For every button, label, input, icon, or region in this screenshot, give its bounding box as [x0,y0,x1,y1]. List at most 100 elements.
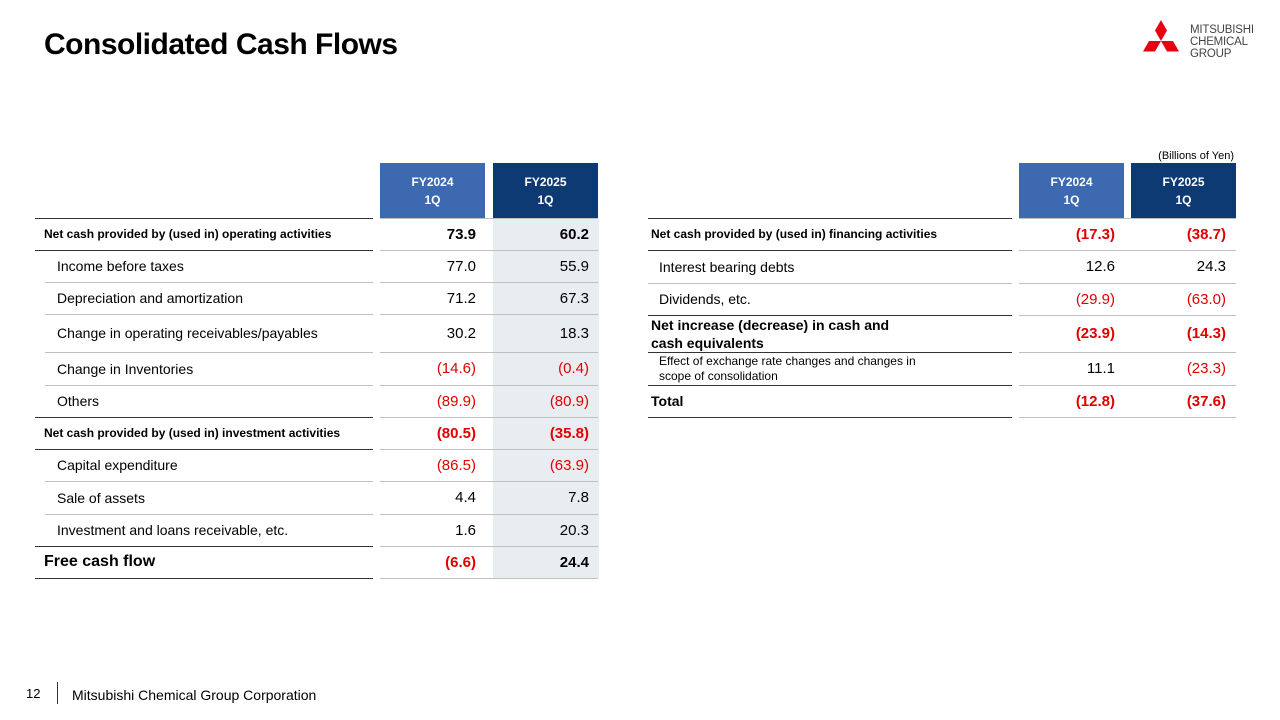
value-fy2025: (80.9) [493,385,599,417]
value-fy2025: (14.3) [1186,325,1226,342]
value-fy2025: 7.8 [493,481,599,514]
table-row: Investment and loans receivable, etc. 1.… [35,514,599,546]
table-row: Free cash flow (6.6) 24.4 [35,546,599,578]
row-label: Others [57,393,100,409]
value-fy2024: (29.9) [1075,290,1115,308]
value-fy2024: (80.5) [436,424,476,442]
value-fy2025: 60.2 [493,218,599,250]
table-row: Sale of assets 4.4 7.8 [35,481,599,514]
row-divider [380,352,598,353]
row-divider [45,385,373,386]
table-row: Change in operating receivables/payables… [35,314,599,352]
row-label: Dividends, etc. [659,291,751,307]
company-logo: MITSUBISHI CHEMICAL GROUP [1138,20,1258,64]
table-row: Net cash provided by (used in) investmen… [35,417,599,449]
value-fy2024: 73.9 [446,225,476,243]
row-divider [35,449,373,450]
row-divider [380,546,598,547]
row-divider [380,282,598,283]
row-divider [380,218,598,219]
table-row: Capital expenditure (86.5) (63.9) [35,449,599,481]
row-divider [1019,283,1236,284]
table-row: Net increase (decrease) in cash and cash… [648,315,1236,352]
row-label: Net cash provided by (used in) operating… [44,227,332,241]
value-fy2025: 20.3 [493,514,599,546]
row-label: Income before taxes [57,258,184,274]
row-divider [35,417,373,418]
row-divider [380,481,598,482]
row-divider [648,283,1012,284]
row-divider [1019,352,1236,353]
table-row: Others (89.9) (80.9) [35,385,599,417]
right-header-fy2024: FY2024 1Q [1019,163,1124,218]
value-fy2025: (63.0) [1186,290,1226,308]
row-divider [1019,250,1236,251]
financing-table: Net cash provided by (used in) financing… [648,218,1236,418]
row-divider [1019,385,1236,386]
footer-company: Mitsubishi Chemical Group Corporation [72,687,317,703]
row-label: Total [651,393,684,409]
value-fy2024: (17.3) [1075,225,1115,243]
value-fy2024: (6.6) [445,553,476,571]
value-fy2025: 24.3 [1196,258,1226,275]
footer-divider [57,682,58,704]
row-label: Depreciation and amortization [57,290,243,306]
table-row: Effect of exchange rate changes and chan… [648,352,1236,385]
value-fy2025: 55.9 [493,250,599,282]
table-row: Net cash provided by (used in) financing… [648,218,1236,250]
row-divider [380,385,598,386]
row-divider [45,514,373,515]
value-fy2024: 4.4 [455,489,476,506]
value-fy2024: (89.9) [436,392,476,410]
row-divider [45,282,373,283]
table-row: Change in Inventories (14.6) (0.4) [35,352,599,385]
row-divider [648,352,1012,353]
row-divider [1019,315,1236,316]
left-header-fy2024: FY2024 1Q [380,163,485,218]
value-fy2024: (86.5) [436,456,476,474]
table-row: Interest bearing debts 12.6 24.3 [648,250,1236,283]
row-divider [1019,218,1236,219]
three-diamonds-icon [1143,20,1179,52]
page-number: 12 [26,686,41,701]
value-fy2025: (23.3) [1186,360,1226,377]
row-divider [648,218,1012,219]
row-divider [45,314,373,315]
row-label: Free cash flow [44,553,156,570]
row-divider [35,250,373,251]
value-fy2025: (38.7) [1186,225,1226,243]
row-divider [45,481,373,482]
table-row: Net cash provided by (used in) operating… [35,218,599,250]
unit-note: (Billions of Yen) [1158,150,1234,162]
row-divider [35,546,373,547]
table-row: Dividends, etc. (29.9) (63.0) [648,283,1236,315]
value-fy2024: 30.2 [446,324,476,342]
value-fy2025: 67.3 [493,282,599,314]
row-divider [380,578,598,579]
row-divider [648,417,1012,418]
value-fy2024: 77.0 [446,257,476,275]
row-divider [648,315,1012,316]
left-header-fy2025: FY2025 1Q [493,163,598,218]
row-divider [380,449,598,450]
value-fy2024: 1.6 [455,521,476,539]
value-fy2025: (37.6) [1186,392,1226,410]
value-fy2025: 18.3 [493,314,599,352]
logo-wordmark: MITSUBISHI CHEMICAL GROUP [1190,24,1254,60]
table-row: Total (12.8) (37.6) [648,385,1236,417]
value-fy2025: (35.8) [493,417,599,449]
row-divider [380,514,598,515]
row-divider [35,218,373,219]
table-row: Income before taxes 77.0 55.9 [35,250,599,282]
row-label: Net cash provided by (used in) investmen… [44,426,341,440]
value-fy2024: (23.9) [1075,325,1115,342]
row-divider [380,250,598,251]
row-label: Interest bearing debts [659,258,795,275]
operating-investment-table: Net cash provided by (used in) operating… [35,218,599,580]
row-label: Investment and loans receivable, etc. [57,522,289,538]
value-fy2024: 12.6 [1085,258,1115,275]
row-label: Change in operating receivables/payables [57,325,318,341]
row-divider [1019,417,1236,418]
value-fy2024: (14.6) [436,360,476,377]
row-divider [35,578,373,579]
